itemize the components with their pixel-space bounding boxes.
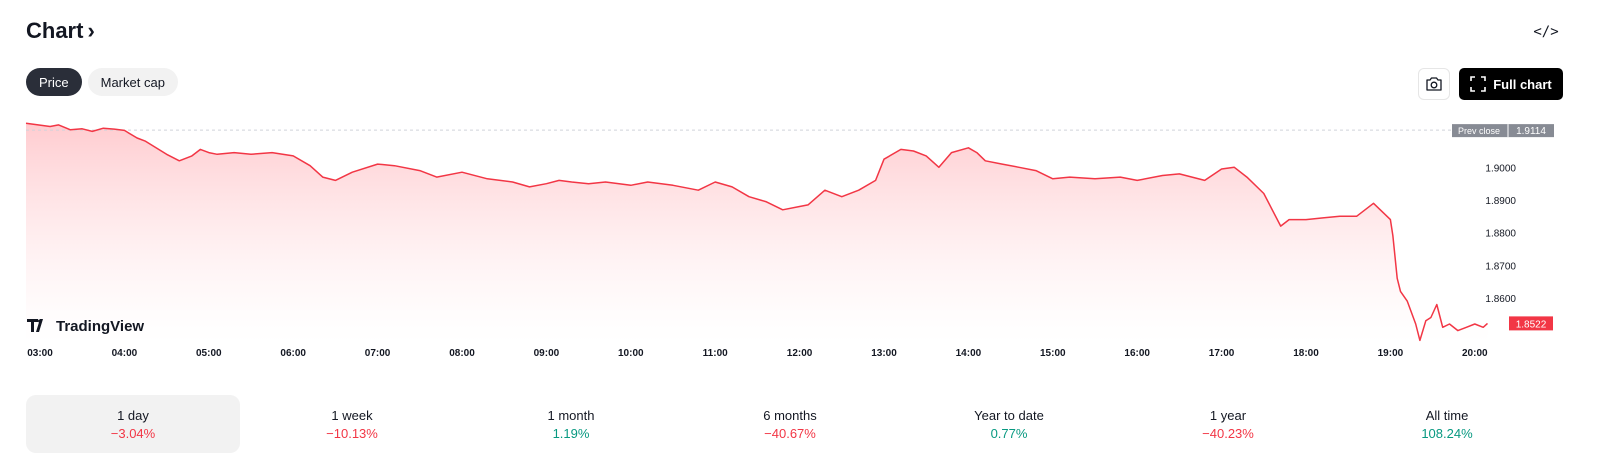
period-label: Year to date [974, 407, 1044, 423]
period-label: All time [1425, 407, 1469, 423]
x-tick-label: 14:00 [956, 348, 982, 359]
fullscreen-icon [1470, 76, 1487, 92]
x-tick-label: 18:00 [1293, 348, 1319, 359]
period-selector: 1 day −3.04% 1 week −10.13% 1 month 1.19… [26, 395, 1574, 453]
x-tick-label: 12:00 [787, 348, 813, 359]
period-change: 0.77% [990, 425, 1028, 441]
x-tick-label: 16:00 [1124, 348, 1150, 359]
period-year-to-date[interactable]: Year to date 0.77% [902, 395, 1116, 453]
full-chart-label: Full chart [1493, 76, 1552, 92]
period-1-day[interactable]: 1 day −3.04% [26, 395, 240, 453]
x-tick-label: 15:00 [1040, 348, 1066, 359]
chart-title-link[interactable]: Chart › [26, 18, 95, 44]
period-label: 1 day [117, 407, 149, 423]
full-chart-button[interactable]: Full chart [1459, 68, 1563, 100]
y-tick-label: 1.8900 [1485, 196, 1516, 207]
x-tick-label: 03:00 [27, 348, 53, 359]
chevron-right-icon: › [87, 18, 95, 43]
code-icon[interactable]: </> [1533, 24, 1559, 40]
x-tick-label: 11:00 [703, 348, 728, 359]
prev-close-value: 1.9114 [1516, 126, 1546, 137]
page-title: Chart [26, 18, 84, 43]
tradingview-watermark: TradingView [56, 318, 144, 335]
x-tick-label: 06:00 [280, 348, 306, 359]
last-price-badge [1509, 316, 1553, 331]
period-label: 6 months [763, 407, 817, 423]
period-change: 1.19% [552, 425, 590, 441]
period-1-year[interactable]: 1 year −40.23% [1121, 395, 1335, 453]
x-tick-label: 07:00 [365, 348, 391, 359]
tradingview-logo: TradingView [27, 318, 144, 335]
period-1-week[interactable]: 1 week −10.13% [245, 395, 459, 453]
x-tick-label: 08:00 [449, 348, 475, 359]
x-tick-label: 05:00 [196, 348, 222, 359]
x-tick-label: 19:00 [1378, 348, 1404, 359]
snapshot-button[interactable] [1418, 68, 1450, 100]
period-label: 1 week [331, 407, 373, 423]
camera-icon [1426, 77, 1442, 91]
prev-close-label: Prev close [1458, 126, 1500, 136]
period-change: −3.04% [110, 425, 156, 441]
period-1-month[interactable]: 1 month 1.19% [464, 395, 678, 453]
price-line [25, 122, 1489, 342]
tab-price[interactable]: Price [26, 68, 82, 96]
price-area-fill [26, 123, 1488, 342]
y-tick-label: 1.8600 [1485, 294, 1516, 305]
prev-close-badge [1452, 124, 1554, 138]
chart-type-tabs: Price Market cap [26, 68, 178, 96]
last-price-value: 1.8522 [1516, 319, 1547, 330]
x-tick-label: 13:00 [871, 348, 897, 359]
period-label: 1 month [547, 407, 595, 423]
x-tick-label: 20:00 [1462, 348, 1488, 359]
period-change: −40.23% [1202, 425, 1254, 441]
period-change: −40.67% [764, 425, 816, 441]
tab-market-cap[interactable]: Market cap [87, 68, 178, 96]
x-tick-label: 09:00 [534, 348, 560, 359]
y-tick-label: 1.8700 [1485, 261, 1516, 272]
period-change: 108.24% [1421, 425, 1473, 441]
period-all-time[interactable]: All time 108.24% [1340, 395, 1554, 453]
period-change: −10.13% [326, 425, 378, 441]
period-6-months[interactable]: 6 months −40.67% [683, 395, 897, 453]
x-tick-label: 10:00 [618, 348, 644, 359]
price-chart[interactable]: 1.9000 1.8900 1.8800 1.8700 1.8600 03:00 04:0… [0, 110, 1600, 368]
period-label: 1 year [1209, 407, 1247, 423]
x-tick-label: 04:00 [112, 348, 138, 359]
y-tick-label: 1.9000 [1485, 163, 1516, 174]
y-tick-label: 1.8800 [1485, 229, 1516, 240]
x-tick-label: 17:00 [1209, 348, 1235, 359]
